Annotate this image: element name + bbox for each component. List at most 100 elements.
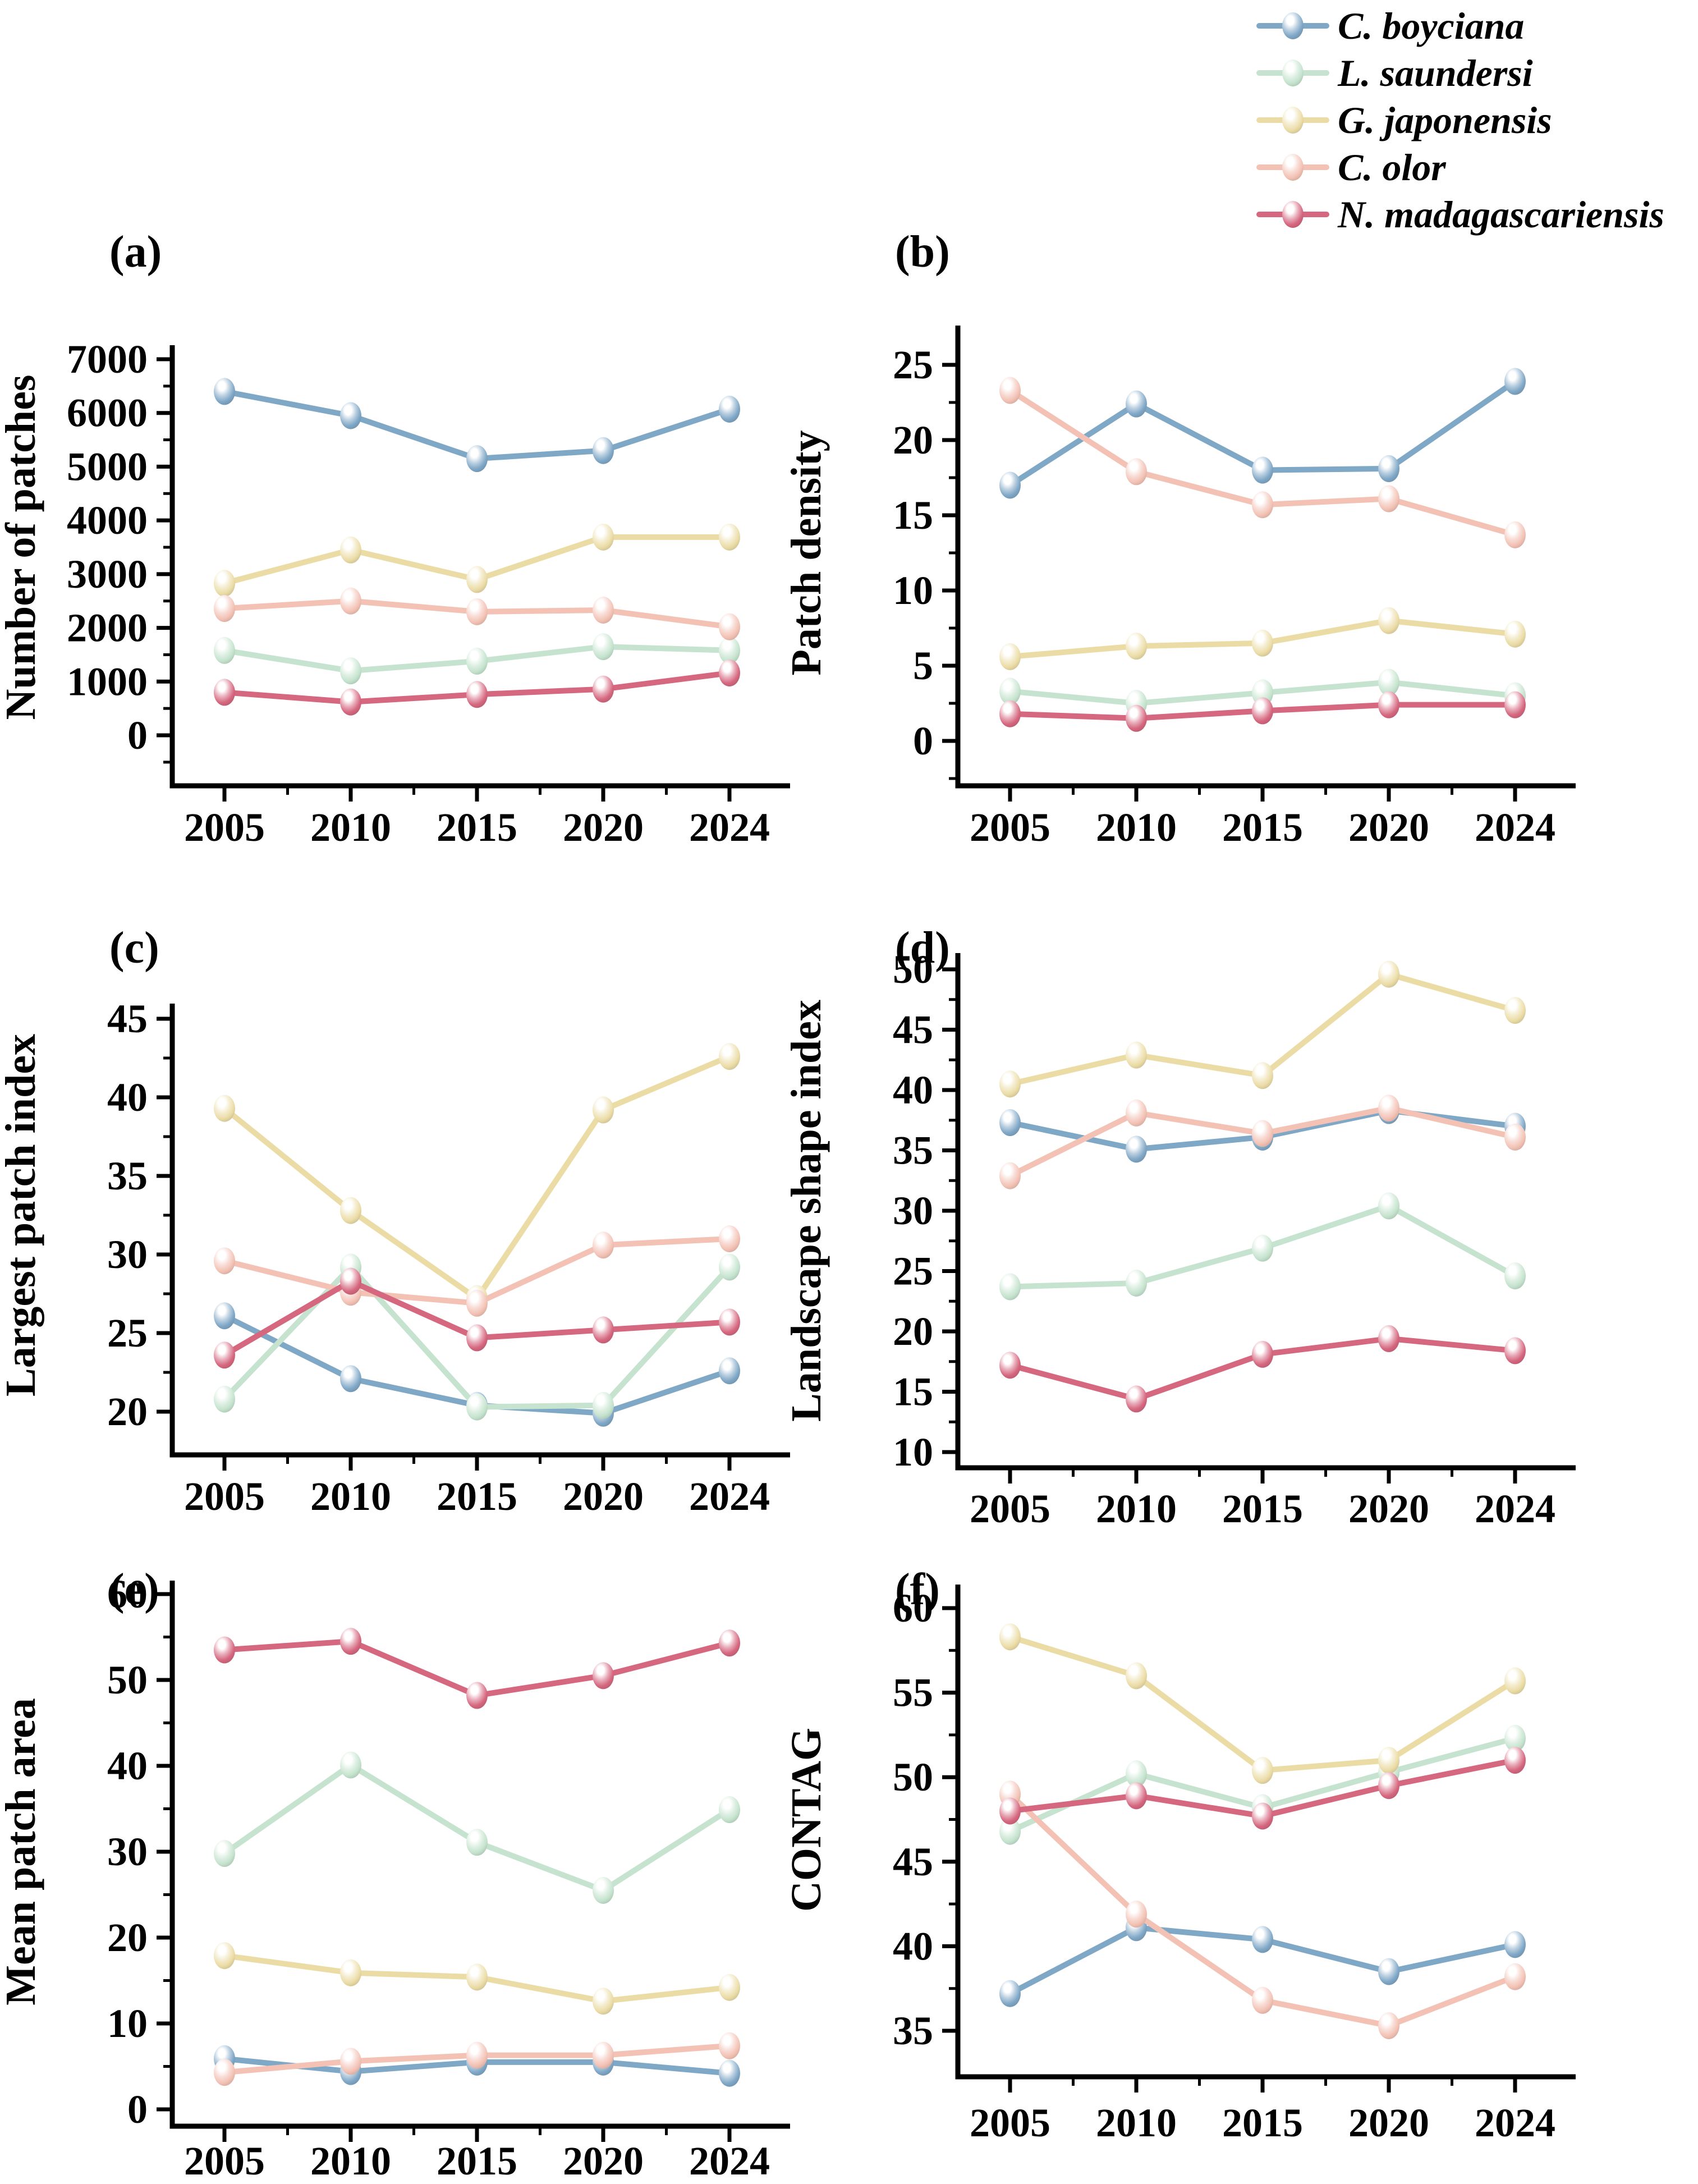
panel-a-chart: (a) Number of patches 0 1000 2000 3000 4000 5… (0, 227, 790, 850)
x-tick-label: 2020 (1348, 1486, 1429, 1531)
legend-label: C. olor (1338, 145, 1446, 189)
legend-label: C. boyciana (1338, 4, 1525, 47)
y-tick-label: 50 (893, 1755, 933, 1800)
panel-f-chart: (f) CONTAG 35 40 45 50 55 60 2005 2010 2015 2020 2… (783, 1565, 1576, 2145)
y-tick-label: 7000 (67, 337, 148, 382)
y-tick-label: 0 (913, 718, 933, 763)
legend-label: N. madagascariensis (1338, 193, 1664, 236)
y-tick-label: 45 (893, 1839, 933, 1884)
x-tick-label: 2005 (970, 805, 1050, 850)
y-tick-label: 15 (893, 1370, 933, 1414)
y-tick-label: 35 (107, 1153, 148, 1198)
y-tick-label: 10 (107, 2001, 148, 2046)
panel-b-y-axis-title: Patch density (783, 431, 830, 676)
y-tick-label: 40 (107, 1743, 148, 1788)
y-tick-label: 30 (107, 1232, 148, 1277)
y-tick-label: 25 (893, 342, 933, 387)
y-tick-label: 3000 (67, 552, 148, 597)
series-marker-icon (1256, 107, 1329, 134)
y-tick-label: 30 (107, 1829, 148, 1874)
y-tick-label: 4000 (67, 498, 148, 543)
y-tick-label: 40 (107, 1075, 148, 1120)
y-tick-label: 20 (107, 1389, 148, 1434)
y-tick-label: 5000 (67, 444, 148, 489)
y-tick-label: 50 (893, 947, 933, 992)
y-tick-label: 10 (893, 568, 933, 613)
panel-f-y-axis-title: CONTAG (783, 1728, 830, 1912)
x-tick-label: 2015 (437, 805, 517, 850)
panel-b-chart: (b) Patch density 0 5 10 15 20 25 2005 2010 2015… (783, 227, 1576, 850)
y-tick-label: 25 (893, 1249, 933, 1294)
panel-c-chart: (c) Largest patch index 20 25 30 35 40 45 2005… (0, 923, 790, 1519)
series-line (222, 1054, 732, 1302)
y-tick-label: 55 (893, 1670, 933, 1715)
y-tick-label: 20 (893, 1309, 933, 1354)
panel-e-plot-area: 0 10 20 30 40 50 60 2005 2010 2015 2020 2024 (107, 1572, 790, 2183)
series-marker-icon (1256, 154, 1329, 181)
panel-d-chart: (d) Landscape shape index 10 15 20 25 30 35 40… (783, 923, 1576, 1531)
legend-item: L. saundersi (1256, 49, 1664, 97)
series-marker-icon (1256, 59, 1329, 86)
panel-c-label: (c) (109, 923, 159, 973)
x-tick-label: 2010 (310, 1474, 391, 1519)
x-tick-label: 2024 (689, 1474, 770, 1519)
x-tick-label: 2020 (563, 805, 644, 850)
x-tick-label: 2020 (1348, 805, 1429, 850)
y-tick-label: 0 (127, 2087, 148, 2132)
x-tick-label: 2005 (970, 2100, 1050, 2145)
legend-label: L. saundersi (1338, 51, 1533, 94)
x-tick-label: 2020 (563, 2139, 644, 2183)
panel-e-chart: (e) Mean patch area 0 10 20 30 40 50 60 2005 201… (0, 1565, 790, 2183)
legend-item: N. madagascariensis (1256, 191, 1664, 238)
x-tick-label: 2015 (1222, 1486, 1303, 1531)
panel-b-plot-area: 0 5 10 15 20 25 2005 2010 2015 2020 2024 (893, 326, 1576, 850)
y-tick-label: 1000 (67, 659, 148, 704)
y-tick-label: 20 (107, 1915, 148, 1960)
panel-e-y-axis-title: Mean patch area (0, 1698, 44, 2005)
x-tick-label: 2005 (184, 1474, 265, 1519)
panel-e-label: (e) (109, 1565, 159, 1614)
series-marker-icon (1256, 12, 1329, 39)
y-tick-label: 15 (893, 493, 933, 538)
x-tick-label: 2020 (1348, 2100, 1429, 2145)
x-tick-label: 2010 (310, 2139, 391, 2183)
y-tick-label: 40 (893, 1924, 933, 1968)
x-tick-label: 2010 (1096, 1486, 1177, 1531)
x-tick-label: 2024 (1475, 1486, 1555, 1531)
y-tick-label: 35 (893, 2008, 933, 2053)
y-tick-label: 20 (893, 418, 933, 463)
y-tick-label: 5 (913, 643, 933, 688)
y-tick-label: 10 (893, 1430, 933, 1475)
series-line (1007, 1634, 1518, 1774)
x-tick-label: 2015 (437, 2139, 517, 2183)
legend-item: C. olor (1256, 144, 1664, 191)
y-tick-label: 0 (127, 713, 148, 758)
x-tick-label: 2015 (437, 1474, 517, 1519)
panel-b-label: (b) (895, 227, 950, 277)
x-tick-label: 2005 (184, 2139, 265, 2183)
y-tick-label: 25 (107, 1311, 148, 1356)
y-tick-label: 6000 (67, 391, 148, 436)
x-tick-label: 2024 (1475, 2100, 1555, 2145)
x-tick-label: 2010 (1096, 805, 1177, 850)
legend: C. boyciana L. saundersi G. japonensis C… (1256, 2, 1664, 238)
y-tick-label: 40 (893, 1068, 933, 1112)
y-tick-label: 60 (893, 1586, 933, 1631)
x-tick-label: 2020 (563, 1474, 644, 1519)
series-marker-icon (1256, 201, 1329, 228)
y-tick-label: 30 (893, 1188, 933, 1233)
panel-d-plot-area: 10 15 20 25 30 35 40 45 50 2005 2010 2015 2020 2024 (893, 947, 1576, 1531)
panel-c-y-axis-title: Largest patch index (0, 1034, 44, 1397)
y-tick-label: 45 (107, 996, 148, 1041)
panel-d-label: (d) (895, 923, 950, 973)
x-tick-label: 2010 (1096, 2100, 1177, 2145)
x-tick-label: 2005 (184, 805, 265, 850)
panel-a-label: (a) (109, 227, 162, 277)
y-tick-label: 35 (893, 1128, 933, 1173)
x-tick-label: 2015 (1222, 805, 1303, 850)
panel-d-y-axis-title: Landscape shape index (783, 1000, 830, 1422)
legend-label: G. japonensis (1338, 98, 1552, 141)
x-tick-label: 2024 (689, 805, 770, 850)
y-tick-label: 45 (893, 1008, 933, 1052)
